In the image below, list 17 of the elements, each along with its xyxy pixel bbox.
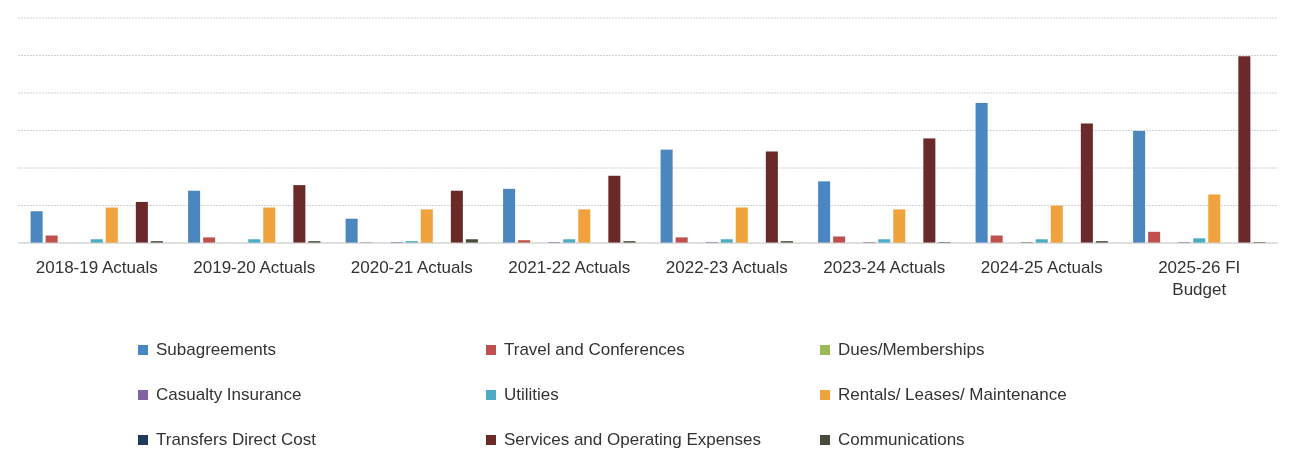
x-tick-label: 2024-25 Actuals (980, 258, 1103, 277)
legend-label: Rentals/ Leases/ Maintenance (838, 385, 1067, 404)
legend-label: Transfers Direct Cost (156, 430, 317, 449)
legend-label: Travel and Conferences (504, 340, 685, 359)
legend-label: Communications (838, 430, 965, 449)
legend-label: Casualty Insurance (156, 385, 302, 404)
x-tick-label: 2022-23 Actuals (665, 258, 788, 277)
x-tick-label: 2023-24 Actuals (823, 258, 946, 277)
legend-label: Subagreements (156, 340, 277, 359)
x-tick-label: 2021-22 Actuals (508, 258, 631, 277)
x-tick-label: 2020-21 Actuals (350, 258, 473, 277)
x-tick-label: 2018-19 Actuals (35, 258, 158, 277)
legend-label: Services and Operating Expenses (504, 430, 762, 449)
x-tick-label: 2025-26 FI Budget (1158, 258, 1241, 299)
legend-label: Dues/Memberships (838, 340, 985, 359)
legend-label: Utilities (504, 385, 559, 404)
x-tick-label: 2019-20 Actuals (193, 258, 316, 277)
